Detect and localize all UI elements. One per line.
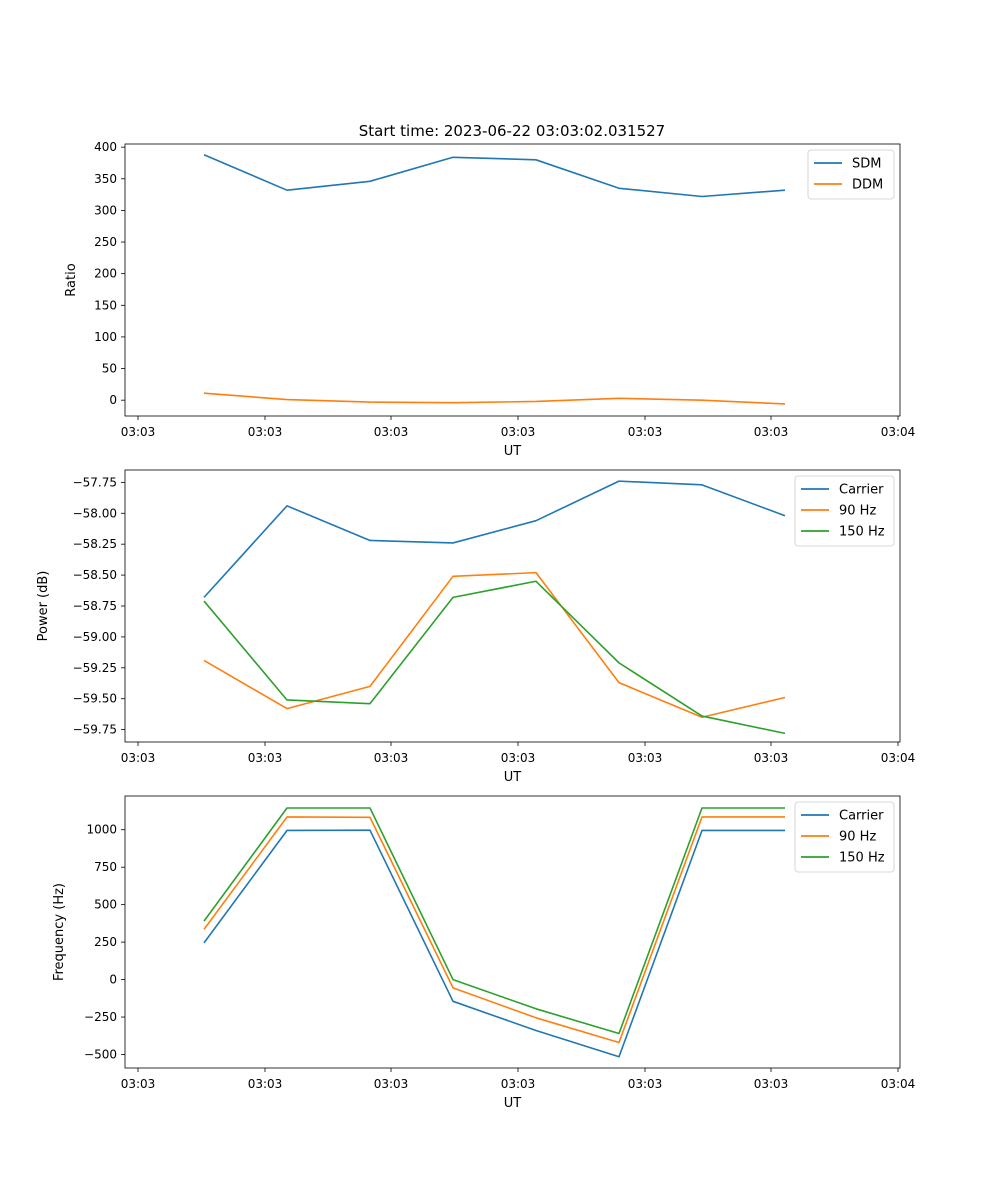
figure-title: Start time: 2023-06-22 03:03:02.031527	[359, 122, 665, 140]
axes-frame	[124, 795, 901, 1069]
x-tick-label: 03:04	[881, 425, 916, 439]
x-axis-label: UT	[504, 770, 522, 785]
legend-box	[794, 475, 895, 547]
series-line-150-hz	[203, 807, 785, 1035]
y-tick-label: −59.50	[73, 692, 117, 706]
x-tick-label: 03:03	[374, 1077, 409, 1091]
series-line-carrier	[203, 829, 785, 1058]
legend: Carrier 90 Hz 150 Hz	[794, 801, 895, 873]
x-axis-label: UT	[504, 444, 522, 459]
x-tick-label: 03:03	[501, 1077, 536, 1091]
x-tick-label: 03:03	[628, 425, 663, 439]
series-line-ddm	[203, 392, 786, 405]
y-tick-label: 200	[94, 267, 117, 281]
legend-box	[794, 801, 895, 873]
y-tick-label: 750	[94, 860, 117, 874]
series-line-carrier	[203, 480, 786, 598]
legend-label: 150 Hz	[839, 525, 885, 540]
y-tick-label: −58.25	[73, 537, 117, 551]
y-tick-label: −500	[84, 1048, 117, 1062]
x-tick-label: 03:03	[754, 751, 789, 765]
y-tick-label: −58.00	[73, 506, 117, 520]
y-axis-label: Ratio	[64, 263, 79, 296]
y-tick-label: −58.50	[73, 568, 117, 582]
x-tick-label: 03:03	[121, 1077, 156, 1091]
y-tick-label: −57.75	[73, 475, 117, 489]
x-tick-label: 03:04	[881, 1077, 916, 1091]
y-tick-label: 300	[94, 203, 117, 217]
y-tick-label: −59.00	[73, 630, 117, 644]
y-tick-label: −59.75	[73, 723, 117, 737]
y-tick-label: −250	[84, 1010, 117, 1024]
legend-label: 90 Hz	[839, 830, 876, 845]
x-tick-label: 03:03	[628, 1077, 663, 1091]
x-tick-label: 03:03	[248, 425, 283, 439]
x-axis-label: UT	[504, 1096, 522, 1111]
series-line-150-hz	[203, 580, 786, 735]
x-tick-label: 03:04	[881, 751, 916, 765]
x-tick-label: 03:03	[754, 425, 789, 439]
x-tick-label: 03:03	[121, 751, 156, 765]
subplot-3: 03:03 03:03 03:03 03:03 03:03 03:03 03:04 −500 −…	[52, 795, 916, 1111]
axes-frame	[124, 143, 901, 417]
legend-label: 150 Hz	[839, 851, 885, 866]
x-tick-label: 03:03	[754, 1077, 789, 1091]
series-line-90-hz	[203, 571, 786, 719]
y-tick-label: 400	[94, 140, 117, 154]
y-tick-label: 250	[94, 235, 117, 249]
y-tick-label: 1000	[86, 823, 117, 837]
y-tick-label: 150	[94, 298, 117, 312]
y-axis-label: Power (dB)	[36, 571, 51, 642]
x-tick-label: 03:03	[374, 425, 409, 439]
legend-label: 90 Hz	[839, 504, 876, 519]
legend: Carrier 90 Hz 150 Hz	[794, 475, 895, 547]
x-tick-label: 03:03	[374, 751, 409, 765]
subplot-1: 03:03 03:03 03:03 03:03 03:03 03:03 03:04 0 50 10…	[64, 140, 915, 459]
y-tick-label: 250	[94, 935, 117, 949]
legend-label: DDM	[852, 178, 883, 193]
series-line-sdm	[203, 154, 786, 198]
x-tick-label: 03:03	[628, 751, 663, 765]
x-tick-label: 03:03	[501, 425, 536, 439]
y-axis-label: Frequency (Hz)	[52, 883, 67, 981]
x-tick-label: 03:03	[501, 751, 536, 765]
y-tick-label: −58.75	[73, 599, 117, 613]
y-tick-label: 500	[94, 898, 117, 912]
y-tick-label: 350	[94, 172, 117, 186]
legend-label: Carrier	[839, 483, 884, 498]
y-tick-label: 0	[109, 973, 117, 987]
x-tick-label: 03:03	[248, 751, 283, 765]
y-tick-label: 50	[102, 362, 117, 376]
legend-label: Carrier	[839, 809, 884, 824]
x-tick-label: 03:03	[121, 425, 156, 439]
subplot-2: 03:03 03:03 03:03 03:03 03:03 03:03 03:04 −57.7…	[36, 469, 916, 785]
legend: SDM DDM	[807, 149, 895, 200]
legend-label: SDM	[852, 157, 881, 172]
x-tick-label: 03:03	[248, 1077, 283, 1091]
axes-frame	[124, 469, 901, 743]
y-tick-label: −59.25	[73, 661, 117, 675]
y-tick-label: 100	[94, 330, 117, 344]
series-line-90-hz	[203, 816, 785, 1044]
y-tick-label: 0	[109, 393, 117, 407]
